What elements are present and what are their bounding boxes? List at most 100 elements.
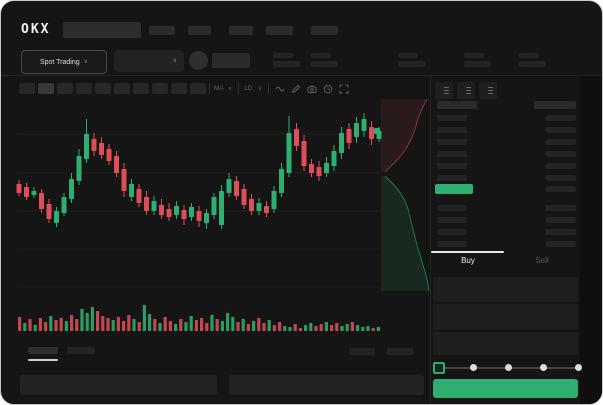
nav-item-1[interactable] <box>149 26 175 35</box>
header-divider <box>1 75 602 76</box>
price-placeholder <box>437 217 467 223</box>
slider-stop-3[interactable] <box>539 364 547 371</box>
coin-avatar <box>189 51 208 70</box>
bid-row[interactable] <box>431 239 579 251</box>
chevron-down-icon: ∨ <box>172 58 177 64</box>
chevron-down-icon: ∨ <box>83 59 89 65</box>
bottom-tab-2[interactable] <box>67 347 95 354</box>
buy-submit-button[interactable] <box>433 379 578 398</box>
bid-row[interactable] <box>431 227 579 239</box>
timeframe-button-9[interactable] <box>171 83 187 94</box>
price-placeholder <box>437 127 467 133</box>
nav-item-5[interactable] <box>311 26 338 35</box>
ask-row[interactable] <box>431 137 579 149</box>
bottom-panel-placeholder-2 <box>229 375 424 395</box>
timeframe-button-2[interactable] <box>38 83 54 94</box>
okx-logo: OKX <box>21 22 51 37</box>
timeframe-button-8[interactable] <box>152 83 168 94</box>
price-placeholder <box>437 205 467 211</box>
price-placeholder <box>437 139 467 145</box>
bottom-tab-active-indicator <box>28 359 58 361</box>
amount-column-header <box>534 101 576 109</box>
toolbar-separator <box>209 83 210 94</box>
timeframe-button-6[interactable] <box>114 83 130 94</box>
tab-sell[interactable]: Sell <box>535 256 549 265</box>
pencil-icon[interactable] <box>291 84 301 94</box>
search-input[interactable] <box>63 22 141 38</box>
pair-name-placeholder <box>212 53 250 68</box>
price-placeholder <box>437 163 467 169</box>
timeframe-button-4[interactable] <box>76 83 92 94</box>
amount-placeholder <box>546 241 576 247</box>
chevron-down-icon: ∨ <box>228 86 233 92</box>
stat-value-2 <box>311 61 338 67</box>
toggle-rows-glyph <box>465 86 471 95</box>
amount-input[interactable] <box>433 304 578 330</box>
timeframe-button-10[interactable] <box>190 83 206 94</box>
price-input[interactable] <box>433 277 578 302</box>
price-column-header <box>437 101 477 109</box>
order-book-header <box>431 101 579 113</box>
bid-row[interactable] <box>431 203 579 215</box>
slider-handle[interactable] <box>433 362 445 374</box>
price-placeholder <box>437 175 467 181</box>
wave-icon[interactable] <box>275 84 285 94</box>
slider-stop-4[interactable] <box>574 364 582 371</box>
expand-icon[interactable] <box>339 84 349 94</box>
amount-placeholder <box>546 127 576 133</box>
timeframe-button-1[interactable] <box>19 83 35 94</box>
bottom-action-placeholder-1[interactable] <box>349 348 375 355</box>
nav-item-3[interactable] <box>229 26 253 35</box>
stat-value-3 <box>398 61 425 67</box>
bottom-tab-1[interactable] <box>28 347 58 354</box>
stat-label-1 <box>273 53 293 58</box>
nav-item-2[interactable] <box>188 26 211 35</box>
tab-buy[interactable]: Buy <box>461 256 475 265</box>
price-placeholder <box>437 241 467 247</box>
ask-row[interactable] <box>431 173 579 185</box>
toggle-rows-glyph <box>487 86 493 95</box>
book-both-sides-toggle-icon[interactable] <box>435 82 453 99</box>
slider-stop-2[interactable] <box>504 364 512 371</box>
camera-icon[interactable] <box>307 84 317 94</box>
stat-value-1 <box>273 61 300 67</box>
toolbar-separator <box>238 83 239 94</box>
ask-row[interactable] <box>431 161 579 173</box>
timeframe-button-7[interactable] <box>133 83 149 94</box>
slider-stop-1[interactable] <box>469 364 477 371</box>
price-placeholder <box>437 229 467 235</box>
stat-label-3 <box>398 53 418 58</box>
pair-dropdown[interactable]: ∨ <box>114 50 184 72</box>
amount-placeholder <box>546 229 576 235</box>
book-asks-only-toggle-icon[interactable] <box>479 82 497 99</box>
book-bids-only-toggle-icon[interactable] <box>457 82 475 99</box>
price-placeholder <box>437 151 467 157</box>
stat-label-2 <box>311 53 331 58</box>
toggle-rows-glyph <box>443 86 449 95</box>
bottom-action-placeholder-2[interactable] <box>387 348 413 355</box>
pair-type-selector[interactable]: Spot Trading ∨ <box>21 50 107 74</box>
last-price-amount-placeholder <box>546 186 576 192</box>
clock-icon[interactable] <box>323 84 333 94</box>
pair-type-label: Spot Trading <box>39 58 80 66</box>
total-input[interactable] <box>433 332 578 355</box>
active-tab-indicator <box>431 251 504 253</box>
amount-placeholder <box>546 175 576 181</box>
toolbar-separator <box>268 83 269 94</box>
bid-row[interactable] <box>431 215 579 227</box>
amount-placeholder <box>546 151 576 157</box>
stat-value-5 <box>519 61 546 67</box>
bottom-panel-placeholder-1 <box>20 375 217 395</box>
nav-item-4[interactable] <box>266 26 293 35</box>
interval-selector[interactable]: 1D <box>244 85 253 92</box>
ask-row[interactable] <box>431 149 579 161</box>
ask-row[interactable] <box>431 113 579 125</box>
ask-row[interactable] <box>431 125 579 137</box>
timeframe-button-3[interactable] <box>57 83 73 94</box>
indicator-selector[interactable]: MA <box>214 85 224 92</box>
timeframe-button-5[interactable] <box>95 83 111 94</box>
